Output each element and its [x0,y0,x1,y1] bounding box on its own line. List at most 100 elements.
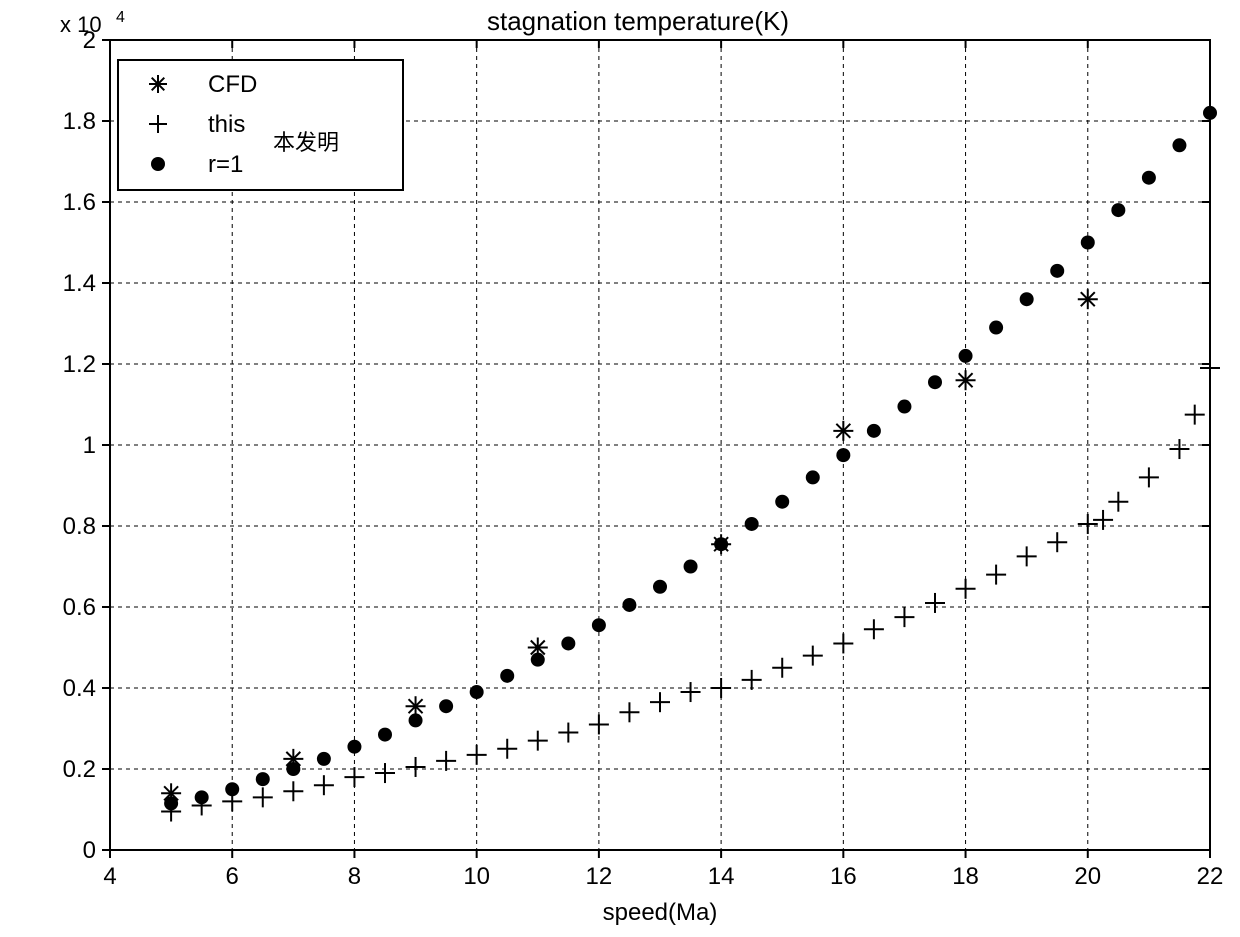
marker-plus [528,731,548,751]
legend-annotation: 本发明 [273,130,339,155]
marker-dot [439,699,453,713]
marker-plus [1169,439,1189,459]
marker-dot [989,321,1003,335]
marker-plus [589,714,609,734]
marker-plus [1093,510,1113,530]
legend-label: this [208,111,245,138]
marker-plus [1078,514,1098,534]
xtick-label: 10 [463,863,490,890]
ytick-label: 1.8 [63,108,96,135]
marker-dot [225,782,239,796]
chart-svg: 4681012141618202200.20.40.60.811.21.41.6… [0,0,1240,937]
marker-dot [317,752,331,766]
marker-plus [1108,492,1128,512]
marker-plus [497,739,517,759]
marker-plus [803,646,823,666]
marker-plus [1017,546,1037,566]
marker-dot [867,424,881,438]
xtick-label: 8 [348,863,361,890]
marker-plus [375,763,395,783]
legend-label: r=1 [208,151,243,178]
xtick-label: 12 [586,863,613,890]
marker-plus [925,593,945,613]
marker-dot [1081,236,1095,250]
marker-plus [314,775,334,795]
chart-title: stagnation temperature(K) [487,6,789,36]
xtick-label: 4 [103,863,116,890]
marker-dot [256,772,270,786]
marker-plus [650,692,670,712]
marker-dot [378,728,392,742]
marker-dot [775,495,789,509]
marker-plus [1047,532,1067,552]
ytick-label: 1.4 [63,270,96,297]
marker-dot [1172,138,1186,152]
marker-asterisk [833,421,853,441]
marker-plus [1200,358,1220,378]
marker-dot [1203,106,1217,120]
ytick-label: 0.4 [63,675,96,702]
marker-dot [409,713,423,727]
legend-label: CFD [208,71,257,98]
marker-plus [283,781,303,801]
marker-dot [897,400,911,414]
marker-plus [711,678,731,698]
marker-plus [1185,405,1205,425]
marker-plus [344,767,364,787]
marker-dot [1111,203,1125,217]
marker-plus [619,702,639,722]
xtick-label: 6 [226,863,239,890]
marker-dot [653,580,667,594]
marker-plus [1139,467,1159,487]
marker-dot [470,685,484,699]
marker-dot [928,375,942,389]
xtick-label: 14 [708,863,735,890]
x-axis-label: speed(Ma) [603,899,718,926]
marker-asterisk [1078,289,1098,309]
marker-asterisk [406,696,426,716]
svg-text:4: 4 [116,9,125,26]
marker-dot [151,157,165,171]
marker-dot [164,796,178,810]
xtick-label: 18 [952,863,979,890]
xtick-label: 20 [1074,863,1101,890]
marker-plus [436,751,456,771]
xtick-label: 16 [830,863,857,890]
marker-asterisk [149,75,167,93]
marker-dot [806,470,820,484]
marker-plus [467,745,487,765]
marker-dot [745,517,759,531]
marker-dot [684,560,698,574]
marker-plus [253,787,273,807]
marker-plus [558,723,578,743]
exponent-label: x 10 4 [60,9,125,37]
ytick-label: 0.2 [63,756,96,783]
marker-dot [836,448,850,462]
ytick-label: 1.6 [63,189,96,216]
marker-dot [347,740,361,754]
ytick-label: 0 [83,837,96,864]
marker-dot [195,790,209,804]
marker-dot [714,537,728,551]
chart-container: 4681012141618202200.20.40.60.811.21.41.6… [0,0,1240,937]
svg-text:x 10: x 10 [60,12,102,37]
marker-plus [864,619,884,639]
marker-asterisk [956,370,976,390]
ytick-label: 0.6 [63,594,96,621]
marker-dot [622,598,636,612]
marker-dot [592,618,606,632]
ytick-label: 1 [83,432,96,459]
marker-plus [681,682,701,702]
marker-dot [500,669,514,683]
marker-plus [986,565,1006,585]
marker-plus [894,607,914,627]
marker-plus [833,633,853,653]
marker-dot [531,653,545,667]
marker-dot [959,349,973,363]
xtick-label: 22 [1197,863,1224,890]
marker-plus [772,658,792,678]
marker-dot [1142,171,1156,185]
ytick-label: 0.8 [63,513,96,540]
marker-dot [1050,264,1064,278]
marker-dot [286,762,300,776]
